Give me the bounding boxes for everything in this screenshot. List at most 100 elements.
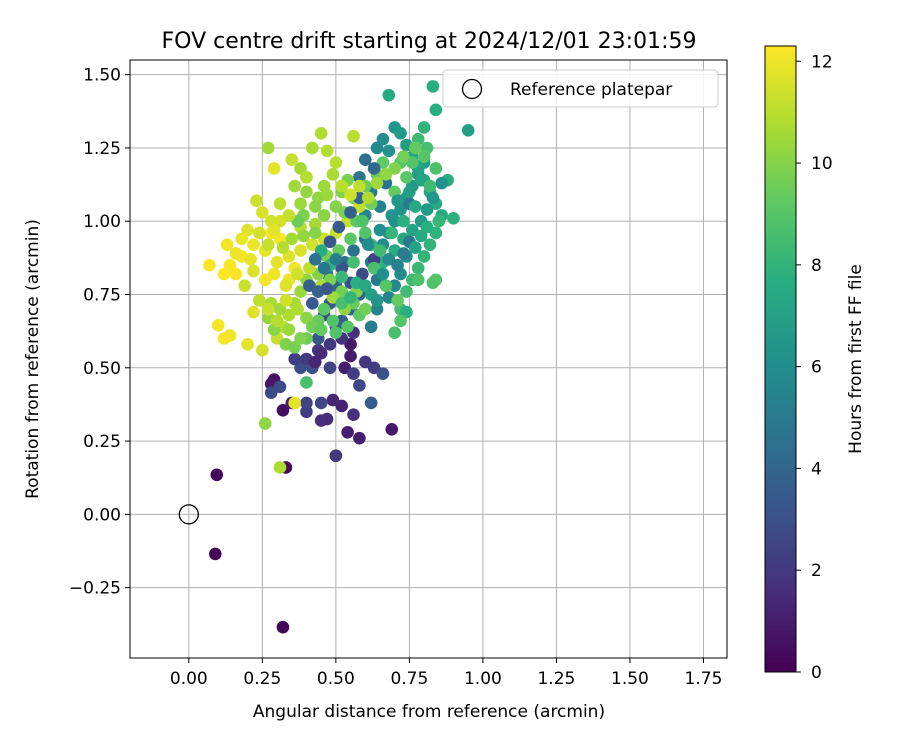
data-point [397, 214, 410, 228]
data-point [270, 314, 284, 328]
data-point [220, 238, 234, 251]
data-point [314, 414, 328, 427]
data-point [379, 176, 393, 190]
data-point [423, 179, 437, 193]
data-point [379, 168, 393, 181]
data-point [267, 223, 281, 237]
data-point [323, 338, 337, 351]
data-point [314, 323, 328, 336]
data-point [408, 241, 422, 254]
data-point [279, 294, 293, 307]
y-tick-label: 0.75 [83, 286, 121, 306]
data-point [423, 238, 437, 251]
data-point [279, 279, 293, 293]
data-point [273, 380, 287, 394]
data-point [353, 431, 366, 445]
data-point [208, 547, 222, 561]
data-point [376, 267, 390, 281]
data-point [261, 302, 275, 316]
data-point [347, 255, 360, 269]
data-point [344, 349, 357, 363]
data-point [288, 396, 301, 410]
data-point [288, 352, 301, 366]
data-point [303, 279, 316, 293]
data-point [317, 209, 331, 222]
data-point [361, 238, 375, 251]
data-point [435, 176, 449, 190]
data-point [370, 176, 384, 190]
data-point [329, 449, 343, 463]
data-point [341, 320, 354, 334]
y-tick-label: 0.50 [83, 359, 121, 379]
data-point [432, 214, 446, 228]
data-point [235, 232, 249, 246]
data-point [364, 396, 378, 410]
data-point [373, 244, 387, 257]
data-point [256, 206, 269, 219]
data-point [400, 285, 413, 298]
data-point [217, 332, 231, 345]
data-point [388, 326, 401, 339]
data-point [403, 185, 416, 199]
data-point [411, 273, 425, 287]
data-point [285, 153, 299, 166]
legend-entry-reference: Reference platepar [510, 80, 672, 100]
reference-marker [178, 504, 199, 525]
x-tick-label: 0.75 [390, 669, 428, 689]
data-point [344, 232, 357, 246]
data-point [276, 403, 290, 417]
colorbar-tick-label: 6 [811, 358, 822, 378]
data-point [332, 220, 346, 234]
data-point [317, 179, 331, 193]
data-point [379, 279, 393, 293]
x-tick-label: 0.25 [243, 669, 281, 689]
data-point [314, 396, 328, 410]
data-point [258, 273, 272, 287]
data-point [353, 179, 366, 193]
data-point [382, 88, 396, 102]
data-point [358, 226, 372, 240]
x-tick-label: 1.25 [537, 669, 575, 689]
data-point [323, 235, 337, 249]
data-point [408, 141, 422, 155]
data-point [391, 294, 404, 307]
data-point [308, 217, 322, 231]
data-point [417, 150, 431, 164]
data-point [247, 238, 260, 251]
y-tick-label: 0.25 [83, 432, 121, 452]
data-point [385, 226, 399, 240]
data-point [411, 261, 425, 275]
data-point [394, 126, 407, 140]
data-point [429, 162, 443, 175]
data-point [429, 103, 443, 117]
colorbar-tick-label: 10 [811, 154, 833, 174]
data-point [397, 150, 410, 164]
data-point [288, 179, 301, 193]
x-tick-label: 1.50 [611, 669, 649, 689]
data-point [258, 417, 272, 430]
data-point [461, 124, 475, 137]
data-point [335, 179, 349, 193]
data-point [344, 291, 357, 304]
data-point [267, 162, 281, 175]
x-tick-label: 1.00 [464, 669, 502, 689]
data-point [397, 247, 410, 260]
data-point [247, 305, 260, 319]
data-point [420, 220, 434, 234]
data-point [253, 294, 266, 307]
data-point [317, 261, 331, 275]
data-point [358, 153, 372, 166]
data-point [358, 302, 372, 316]
data-point [388, 279, 401, 293]
data-point [276, 620, 290, 634]
data-point [385, 423, 399, 436]
data-point [211, 318, 225, 332]
data-point [329, 326, 343, 339]
data-point [400, 170, 413, 184]
data-point [347, 129, 360, 143]
data-point [297, 229, 310, 243]
data-point [300, 405, 313, 419]
data-point [300, 396, 313, 410]
data-point [314, 126, 328, 140]
